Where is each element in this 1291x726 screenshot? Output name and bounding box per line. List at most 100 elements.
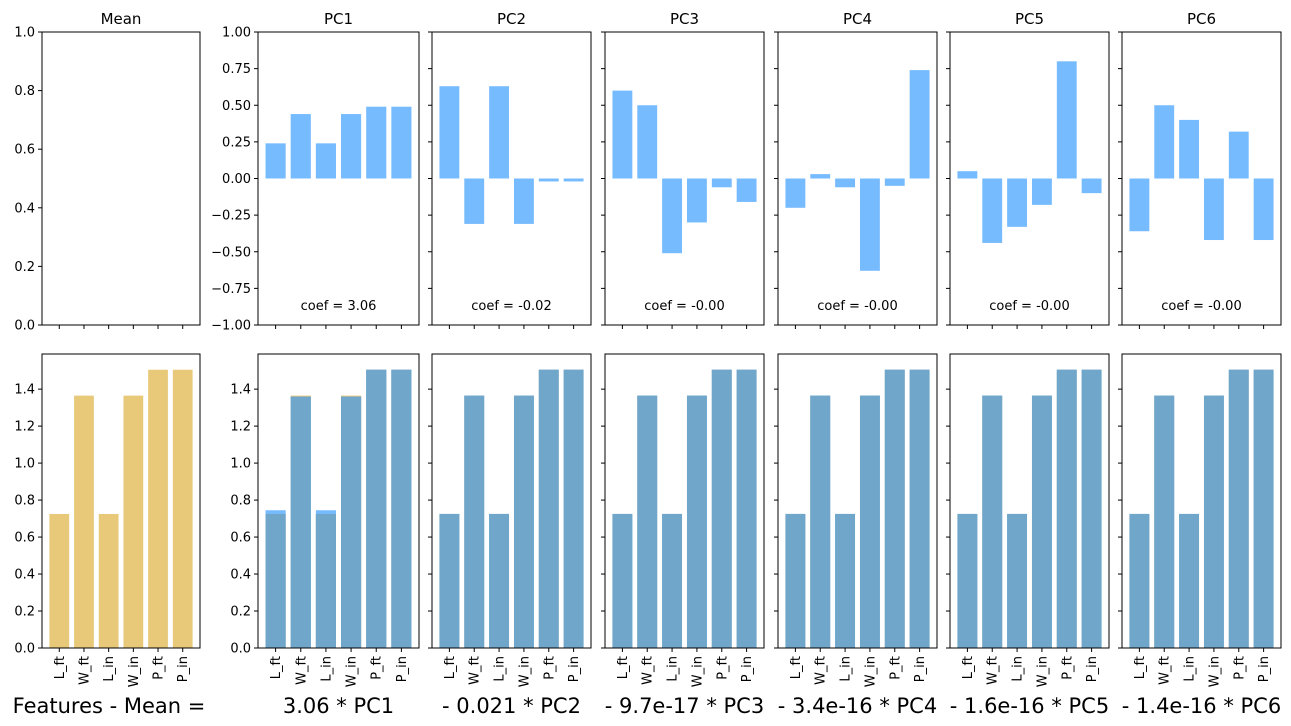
x-tick-label: W_in	[127, 656, 142, 687]
x-tick-label: W_in	[690, 656, 705, 687]
bar-P_ft	[1056, 61, 1077, 179]
y-tick-label: 0.4	[230, 568, 251, 583]
y-tick-label: −0.50	[211, 245, 251, 260]
panel-title: PC3	[670, 10, 699, 28]
y-tick-label: −0.75	[211, 282, 251, 297]
x-tick-label: P_ft	[1232, 656, 1247, 680]
bar-P_in	[736, 178, 757, 202]
bar-L_in	[489, 86, 510, 179]
y-tick-label: 0.0	[14, 319, 35, 334]
bar-P_ft	[884, 178, 905, 186]
axes-frame	[257, 353, 420, 649]
x-tick-label: P_ft	[888, 656, 903, 680]
top-panel-pc2: PC2 coef = -0.02	[428, 10, 592, 329]
panel-title: PC6	[1187, 10, 1216, 28]
bar-W_ft	[982, 178, 1003, 243]
y-tick-label: 1.0	[230, 457, 251, 472]
y-tick-label: 0.4	[14, 201, 35, 216]
x-tick-label: L_ft	[443, 656, 458, 679]
overlap-bar-L_in	[1179, 513, 1200, 648]
coef-annotation: coef = 3.06	[301, 299, 377, 314]
mean-bar-P_in	[172, 369, 193, 648]
bar-L_in	[835, 178, 856, 188]
overlap-bar-W_ft	[637, 395, 658, 648]
overlap-bar-P_in	[1081, 369, 1102, 648]
y-tick-label: 0.25	[222, 135, 251, 150]
overlap-bar-L_ft	[785, 513, 806, 648]
overlap-bar-P_ft	[884, 369, 905, 648]
bar-P_in	[563, 178, 584, 182]
overlap-bar-W_in	[686, 395, 707, 648]
x-tick-label: W_ft	[986, 656, 1001, 685]
overlap-bar-P_ft	[538, 369, 559, 648]
mean-bar-L_in	[98, 513, 119, 648]
axes-frame	[604, 353, 765, 649]
bar-L_ft	[957, 171, 978, 179]
x-tick-label: P_in	[1085, 656, 1100, 682]
overlap-bar-W_ft	[290, 396, 311, 648]
y-tick-label: 0.6	[14, 143, 35, 158]
x-tick-label: W_ft	[77, 656, 92, 685]
bottom-panel-pc3: L_ft W_ft L_in W_in P_ft P_in	[601, 353, 765, 687]
bottom-panel-mean: 0.0 0.2 0.4 0.6 0.8 1.0 1.2 1.4 L_ft W_ft L_in W_in…	[14, 353, 201, 687]
bar-L_ft	[265, 143, 286, 179]
x-tick-label: L_in	[1183, 656, 1198, 682]
x-tick-label: W_in	[863, 656, 878, 687]
overlap-bar-L_in	[1007, 513, 1028, 648]
bar-P_in	[1081, 178, 1102, 194]
overlap-bar-P_ft	[711, 369, 732, 648]
y-tick-label: 0.2	[14, 260, 35, 275]
top-panel-pc1: PC1 coef = 3.06 −1.00 −0.75 −0.50 −0.25 0.00 0.…	[211, 10, 420, 334]
bar-L_in	[1179, 119, 1200, 179]
bar-P_ft	[366, 106, 387, 179]
bottom-panel-pc2: L_ft W_ft L_in W_in P_ft P_in	[428, 353, 592, 687]
x-tick-label: L_ft	[1133, 656, 1148, 679]
overlap-bar-P_in	[736, 369, 757, 648]
bar-W_ft	[810, 174, 831, 179]
y-tick-label: 1.4	[14, 383, 35, 398]
y-tick-label: 1.2	[230, 420, 251, 435]
bar-W_in	[341, 114, 362, 179]
coef-annotation: coef = -0.00	[817, 299, 897, 314]
overlap-bar-W_ft	[982, 395, 1003, 648]
overlap-bar-P_in	[1253, 369, 1274, 648]
x-tick-label: P_ft	[542, 656, 557, 680]
mean-bar-W_in	[123, 395, 144, 648]
y-tick-label: 0.75	[222, 62, 251, 77]
equation-term: - 1.4e-16 * PC6	[1122, 694, 1281, 718]
y-tick-label: 1.0	[14, 457, 35, 472]
bottom-panel-pc4: L_ft W_ft L_in W_in P_ft P_in	[774, 353, 938, 687]
bar-W_ft	[1154, 105, 1175, 179]
overlap-bar-W_in	[1031, 395, 1052, 648]
overlap-bar-W_in	[859, 395, 880, 648]
bottom-panel-pc6: L_ft W_ft L_in W_in P_ft P_in	[1118, 353, 1282, 687]
y-tick-label: 0.8	[14, 494, 35, 509]
x-tick-label: P_ft	[152, 656, 167, 680]
overlap-bar-L_in	[662, 513, 683, 648]
top-panel-pc5: PC5 coef = -0.00	[946, 10, 1110, 329]
axes-frame	[41, 31, 201, 326]
x-tick-label: W_in	[517, 656, 532, 687]
overlap-bar-L_ft	[1129, 513, 1150, 648]
y-tick-label: 1.2	[14, 420, 35, 435]
y-tick-label: 0.0	[14, 642, 35, 657]
bar-L_ft	[612, 90, 633, 179]
coef-annotation: coef = -0.00	[644, 299, 724, 314]
y-tick-label: 0.8	[14, 84, 35, 99]
bar-W_in	[1203, 178, 1224, 241]
x-tick-label: W_in	[1207, 656, 1222, 687]
x-tick-label: P_in	[913, 656, 928, 682]
top-panel-mean: Mean 0.0 0.2 0.4 0.6 0.8 1.0	[14, 10, 201, 334]
overlap-bar-L_in	[489, 513, 510, 648]
bottom-panel-pc1: 0.0 0.2 0.4 0.6 0.8 1.0 1.2 1.4 L_ft W_ft L_in W_in…	[230, 353, 420, 687]
y-tick-label: −1.00	[211, 319, 251, 334]
x-tick-label: L_ft	[616, 656, 631, 679]
bar-W_in	[1031, 178, 1052, 205]
overlap-bar-W_ft	[1154, 395, 1175, 648]
x-tick-label: P_ft	[370, 656, 385, 680]
y-tick-label: 1.4	[230, 383, 251, 398]
overlap-bar-L_in	[315, 513, 336, 648]
mean-bar-W_ft	[74, 395, 94, 648]
bar-W_in	[513, 178, 534, 224]
